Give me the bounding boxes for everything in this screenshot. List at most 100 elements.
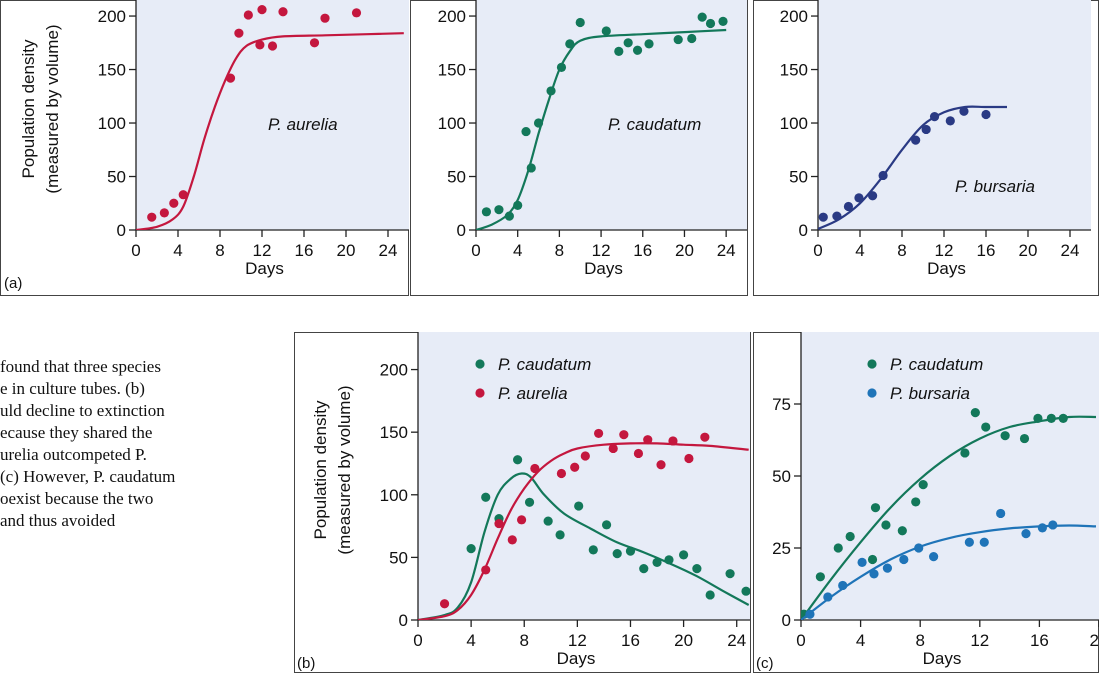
data-point [1037, 523, 1047, 533]
data-point [575, 17, 585, 28]
data-point [255, 40, 265, 50]
series-group [801, 508, 1097, 620]
data-point [633, 448, 644, 459]
data-point [668, 436, 678, 446]
data-point [705, 18, 716, 29]
data-point [870, 503, 881, 513]
data-point [546, 86, 556, 96]
data-point [632, 45, 643, 55]
x-tick-label: 16 [977, 241, 996, 260]
data-point [815, 572, 825, 582]
x-axis-title: Days [927, 259, 966, 278]
data-point [838, 580, 848, 591]
caption-line: (c) However, P. caudatum [0, 467, 176, 486]
data-point [639, 564, 649, 574]
data-point [1019, 433, 1030, 444]
x-tick-label: 4 [173, 241, 182, 260]
legend-marker [475, 388, 485, 398]
data-point [513, 200, 523, 210]
data-point [543, 516, 553, 526]
data-point [513, 455, 523, 465]
data-point [257, 5, 267, 15]
caption-line: e in culture tubes. (b) [0, 379, 145, 398]
legend-label: P. caudatum [498, 355, 591, 374]
caption-line: oexist because the two [0, 489, 154, 508]
data-point [687, 33, 697, 44]
data-point [574, 501, 584, 511]
series-group [136, 5, 404, 230]
data-point [845, 531, 855, 542]
species-label: P. bursaria [955, 177, 1035, 196]
data-point [494, 205, 504, 215]
plot-area [801, 332, 1099, 620]
series-curve [818, 105, 1007, 230]
data-point [979, 537, 989, 547]
data-point [854, 193, 864, 203]
x-tick-label: 20 [1090, 631, 1099, 650]
series-curve [136, 32, 404, 230]
data-point [959, 106, 969, 116]
data-point [481, 565, 491, 575]
series-group [418, 428, 749, 620]
x-tick-label: 12 [592, 241, 611, 260]
legend-label: P. bursaria [890, 384, 970, 403]
data-point [278, 7, 288, 17]
data-point [588, 545, 598, 555]
data-point [625, 546, 636, 556]
species-label: P. caudatum [608, 115, 701, 134]
y-tick-label: 0 [117, 221, 126, 240]
series-curve [418, 442, 749, 620]
data-point [504, 211, 514, 221]
data-point [692, 564, 702, 574]
data-point [868, 191, 878, 201]
data-point [320, 13, 330, 23]
data-point [644, 39, 654, 49]
data-point [697, 12, 707, 22]
data-point [1058, 413, 1068, 423]
y-tick-label: 200 [98, 7, 126, 26]
x-tick-label: 12 [970, 631, 989, 650]
x-tick-label: 24 [379, 241, 398, 260]
species-label: P. aurelia [268, 115, 338, 134]
series-curve [418, 472, 750, 620]
data-point [857, 557, 867, 568]
caption-line: found that three species [0, 357, 161, 376]
legend-marker [475, 359, 485, 369]
series-group [476, 12, 728, 230]
data-point [580, 451, 590, 461]
x-tick-label: 20 [674, 631, 693, 650]
x-tick-label: 20 [675, 241, 694, 260]
data-point [516, 515, 527, 525]
data-point [1021, 529, 1031, 539]
data-point [614, 46, 624, 56]
data-point [911, 135, 921, 145]
x-axis-title: Days [245, 259, 284, 278]
data-point [684, 453, 694, 464]
data-point [705, 590, 715, 600]
x-tick-label: 4 [466, 631, 475, 650]
data-point [818, 212, 828, 222]
legend-marker [867, 388, 877, 398]
x-tick-label: 16 [633, 241, 652, 260]
y-tick-label: 25 [772, 539, 791, 558]
data-point [234, 28, 244, 38]
data-point [1000, 431, 1010, 441]
data-point [718, 16, 728, 26]
data-point [897, 526, 907, 536]
data-point [1046, 413, 1056, 423]
data-point [309, 38, 320, 48]
data-point [700, 432, 710, 442]
x-tick-label: 12 [568, 631, 587, 650]
y-tick-label: 0 [399, 611, 408, 630]
series-group [818, 105, 1007, 230]
legend-marker [867, 359, 877, 369]
x-tick-label: 12 [253, 241, 272, 260]
y-axis-title-line: Population density [19, 39, 38, 178]
plot-area [818, 0, 1091, 230]
data-point [608, 443, 618, 454]
y-tick-label: 75 [772, 395, 791, 414]
data-point [178, 190, 188, 200]
data-point [530, 463, 540, 474]
data-point [643, 435, 653, 445]
data-point [882, 563, 893, 573]
